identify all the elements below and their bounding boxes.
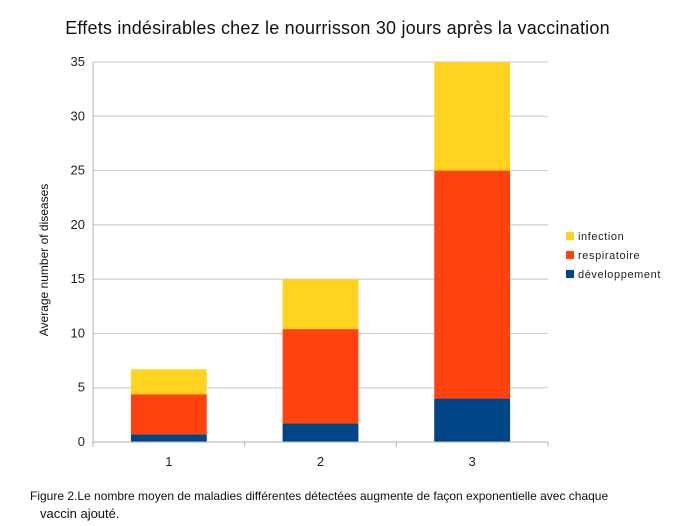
y-tick-label: 20 [71, 217, 85, 232]
y-tick-label: 30 [71, 108, 85, 123]
legend-swatch [566, 251, 574, 259]
caption-line-2: vaccin ajouté. [40, 506, 120, 521]
bar-segment [282, 279, 359, 330]
y-tick-label: 10 [71, 325, 85, 340]
y-tick-label: 35 [71, 54, 85, 69]
y-tick-label: 0 [78, 434, 85, 449]
chart-title: Effets indésirables chez le nourrisson 3… [65, 18, 610, 38]
y-tick-label: 5 [78, 380, 85, 395]
legend: infection respiratoire développement [566, 231, 661, 281]
legend-swatch [566, 270, 574, 278]
bars [130, 62, 511, 442]
figure-caption: Figure 2.Le nombre moyen de maladies dif… [30, 488, 650, 522]
bar-segment [434, 62, 511, 171]
x-tick-label: 1 [165, 454, 172, 469]
bar-segment [130, 369, 207, 395]
bar-segment [130, 434, 207, 442]
legend-label: développement [578, 269, 661, 281]
bar-segment [434, 170, 511, 399]
bar-segment [282, 423, 359, 442]
legend-label: infection [578, 231, 624, 243]
x-tick-label: 3 [469, 454, 476, 469]
y-tick-labels: 0 5 10 15 20 25 30 35 [71, 54, 85, 449]
y-axis-label: Average number of diseases [37, 184, 51, 337]
legend-label: respiratoire [578, 250, 640, 262]
x-tick-label: 2 [317, 454, 324, 469]
y-tick-label: 15 [71, 271, 85, 286]
x-tick-labels: 1 2 3 [165, 454, 476, 469]
bar-segment [434, 398, 511, 442]
caption-line-1: Figure 2.Le nombre moyen de maladies dif… [30, 489, 609, 503]
legend-swatch [566, 232, 574, 240]
y-tick-label: 25 [71, 163, 85, 178]
axes [92, 62, 549, 447]
bar-segment [130, 394, 207, 435]
stacked-bar-chart: 0 5 10 15 20 25 30 35 1 2 3 Average number of dis… [37, 54, 661, 469]
bar-segment [282, 329, 359, 424]
